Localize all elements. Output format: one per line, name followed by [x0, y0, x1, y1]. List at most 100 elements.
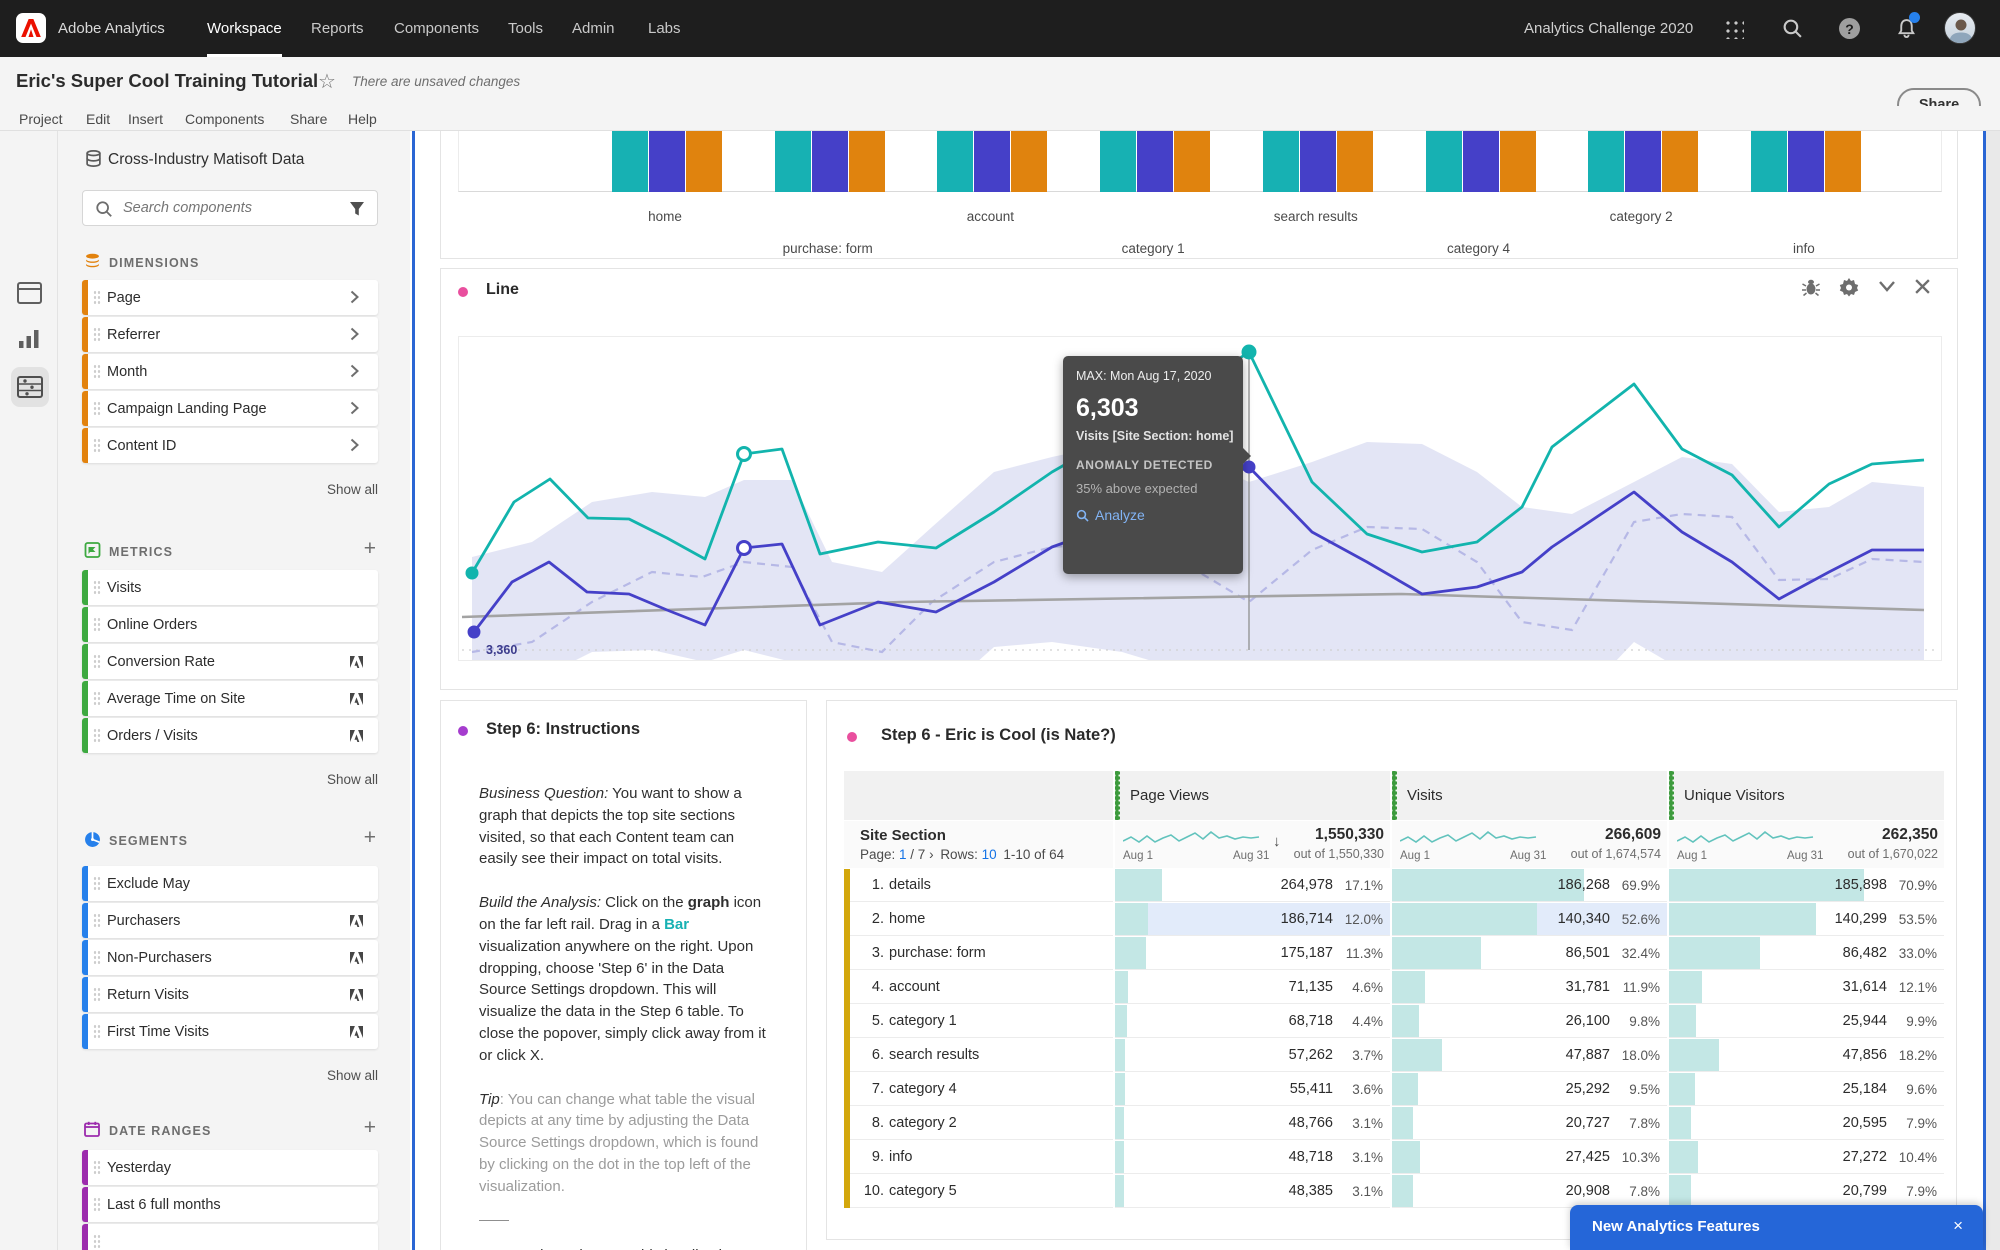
show-all-metrics-link[interactable]: Show all [82, 772, 378, 787]
bar-segment-orange[interactable] [1337, 131, 1373, 192]
menu-components[interactable]: Components [185, 106, 264, 131]
menu-project[interactable]: Project [19, 106, 63, 131]
chevron-right-icon[interactable] [350, 401, 366, 417]
value-cell-page_views[interactable]: 175,18711.3% [1115, 937, 1390, 970]
collapse-chevron-down-icon[interactable] [1878, 279, 1900, 301]
sidebar-item-conversion-rate[interactable]: Conversion Rate [82, 644, 378, 679]
chevron-right-icon[interactable] [350, 327, 366, 343]
close-icon[interactable] [1914, 278, 1936, 300]
sidebar-item-content-id[interactable]: Content ID [82, 428, 378, 463]
chevron-right-icon[interactable] [350, 364, 366, 380]
table-row-dimension[interactable]: 8.category 2 [850, 1107, 1113, 1140]
bar-segment-teal[interactable] [1751, 131, 1787, 192]
sidebar-item-purchasers[interactable]: Purchasers [82, 903, 378, 938]
bar-segment-indigo[interactable] [974, 131, 1010, 192]
table-row-dimension[interactable]: 3.purchase: form [850, 937, 1113, 970]
sidebar-item-visits[interactable]: Visits [82, 570, 378, 605]
bar-segment-orange[interactable] [1011, 131, 1047, 192]
teal-hollow-marker[interactable] [738, 448, 751, 461]
sidebar-item-orders-visits[interactable]: Orders / Visits [82, 718, 378, 753]
value-cell-page_views[interactable]: 48,7183.1% [1115, 1141, 1390, 1174]
value-cell-visits[interactable]: 186,26869.9% [1392, 869, 1667, 902]
table-row-dimension[interactable]: 5.category 1 [850, 1005, 1113, 1038]
bar-segment-orange[interactable] [1825, 131, 1861, 192]
settings-gear-icon[interactable] [1839, 277, 1861, 299]
bar-segment-indigo[interactable] [1300, 131, 1336, 192]
sidebar-item-average-time-on-site[interactable]: Average Time on Site [82, 681, 378, 716]
value-cell-visits[interactable]: 20,9087.8% [1392, 1175, 1667, 1208]
value-cell-visits[interactable]: 31,78111.9% [1392, 971, 1667, 1004]
bar-segment-indigo[interactable] [1788, 131, 1824, 192]
value-cell-page_views[interactable]: 264,97817.1% [1115, 869, 1390, 902]
value-cell-visits[interactable]: 26,1009.8% [1392, 1005, 1667, 1038]
search-icon[interactable] [1782, 18, 1804, 40]
sidebar-item-referrer[interactable]: Referrer [82, 317, 378, 352]
filter-funnel-icon[interactable] [349, 201, 365, 217]
avatar[interactable] [1944, 12, 1976, 44]
sidebar-item-month[interactable]: Month [82, 354, 378, 389]
value-cell-unique_visitors[interactable]: 25,9449.9% [1669, 1005, 1944, 1038]
panel-data-source-dot[interactable] [458, 287, 468, 297]
value-cell-page_views[interactable]: 68,7184.4% [1115, 1005, 1390, 1038]
visualizations-icon[interactable] [18, 328, 41, 354]
bar-segment-indigo[interactable] [1137, 131, 1173, 192]
bar-segment-teal[interactable] [775, 131, 811, 192]
bar-segment-indigo[interactable] [1463, 131, 1499, 192]
bar-segment-orange[interactable] [849, 131, 885, 192]
value-cell-visits[interactable]: 27,42510.3% [1392, 1141, 1667, 1174]
pagination-rows[interactable]: 10 [978, 847, 997, 862]
value-cell-page_views[interactable]: 48,7663.1% [1115, 1107, 1390, 1140]
blue-hollow-marker[interactable] [738, 542, 751, 555]
menu-edit[interactable]: Edit [86, 106, 110, 131]
value-cell-unique_visitors[interactable]: 86,48233.0% [1669, 937, 1944, 970]
value-cell-page_views[interactable]: 55,4113.6% [1115, 1073, 1390, 1106]
table-row-dimension[interactable]: 6.search results [850, 1039, 1113, 1072]
sidebar-item-exclude-may[interactable]: Exclude May [82, 866, 378, 901]
menu-share[interactable]: Share [290, 106, 327, 131]
sidebar-item-first-time-visits[interactable]: First Time Visits [82, 1014, 378, 1049]
bar-segment-orange[interactable] [1662, 131, 1698, 192]
value-cell-visits[interactable]: 47,88718.0% [1392, 1039, 1667, 1072]
menu-insert[interactable]: Insert [128, 106, 163, 131]
bar-segment-teal[interactable] [1426, 131, 1462, 192]
table-row-dimension[interactable]: 4.account [850, 971, 1113, 1004]
value-cell-unique_visitors[interactable]: 185,89870.9% [1669, 869, 1944, 902]
teal-filled-max-marker[interactable] [1242, 345, 1257, 360]
value-cell-page_views[interactable]: 71,1354.6% [1115, 971, 1390, 1004]
table-row-dimension[interactable]: 10.category 5 [850, 1175, 1113, 1208]
value-cell-unique_visitors[interactable]: 27,27210.4% [1669, 1141, 1944, 1174]
nav-item-workspace[interactable]: Workspace [207, 0, 282, 57]
value-cell-visits[interactable]: 86,50132.4% [1392, 937, 1667, 970]
bar-segment-teal[interactable] [937, 131, 973, 192]
nav-item-tools[interactable]: Tools [508, 0, 543, 57]
add-metrics-button[interactable]: + [364, 540, 376, 558]
column-header-page_views[interactable]: Page Views [1115, 771, 1390, 820]
nav-item-labs[interactable]: Labs [648, 0, 681, 57]
value-cell-visits[interactable]: 20,7277.8% [1392, 1107, 1667, 1140]
add-date_ranges-button[interactable]: + [364, 1119, 376, 1137]
value-cell-visits[interactable]: 25,2929.5% [1392, 1073, 1667, 1106]
bar-segment-orange[interactable] [1174, 131, 1210, 192]
bar-segment-indigo[interactable] [812, 131, 848, 192]
analyze-link[interactable]: Analyze [1076, 507, 1230, 523]
menu-help[interactable]: Help [348, 106, 377, 131]
bar-segment-teal[interactable] [1588, 131, 1624, 192]
sidebar-item-return-visits[interactable]: Return Visits [82, 977, 378, 1012]
sidebar-item-non-purchasers[interactable]: Non-Purchasers [82, 940, 378, 975]
value-cell-unique_visitors[interactable]: 140,29953.5% [1669, 903, 1944, 936]
teal-filled-marker[interactable] [466, 567, 479, 580]
table-row-dimension[interactable]: 9.info [850, 1141, 1113, 1174]
value-cell-unique_visitors[interactable]: 20,5957.9% [1669, 1107, 1944, 1140]
add-segments-button[interactable]: + [364, 829, 376, 847]
nav-item-admin[interactable]: Admin [572, 0, 615, 57]
sidebar-item-yesterday[interactable]: Yesterday [82, 1150, 378, 1185]
sidebar-item-last-6-full-months[interactable]: Last 6 full months [82, 1187, 378, 1222]
bar-segment-teal[interactable] [1100, 131, 1136, 192]
table-row-dimension[interactable]: 1.details [850, 869, 1113, 902]
value-cell-page_views[interactable]: 48,3853.1% [1115, 1175, 1390, 1208]
dataset-name[interactable]: Cross-Industry Matisoft Data [108, 151, 304, 169]
favorite-star-icon[interactable]: ☆ [318, 69, 336, 94]
value-cell-visits[interactable]: 140,34052.6% [1392, 903, 1667, 936]
value-cell-page_views[interactable]: 57,2623.7% [1115, 1039, 1390, 1072]
bar-segment-orange[interactable] [1500, 131, 1536, 192]
